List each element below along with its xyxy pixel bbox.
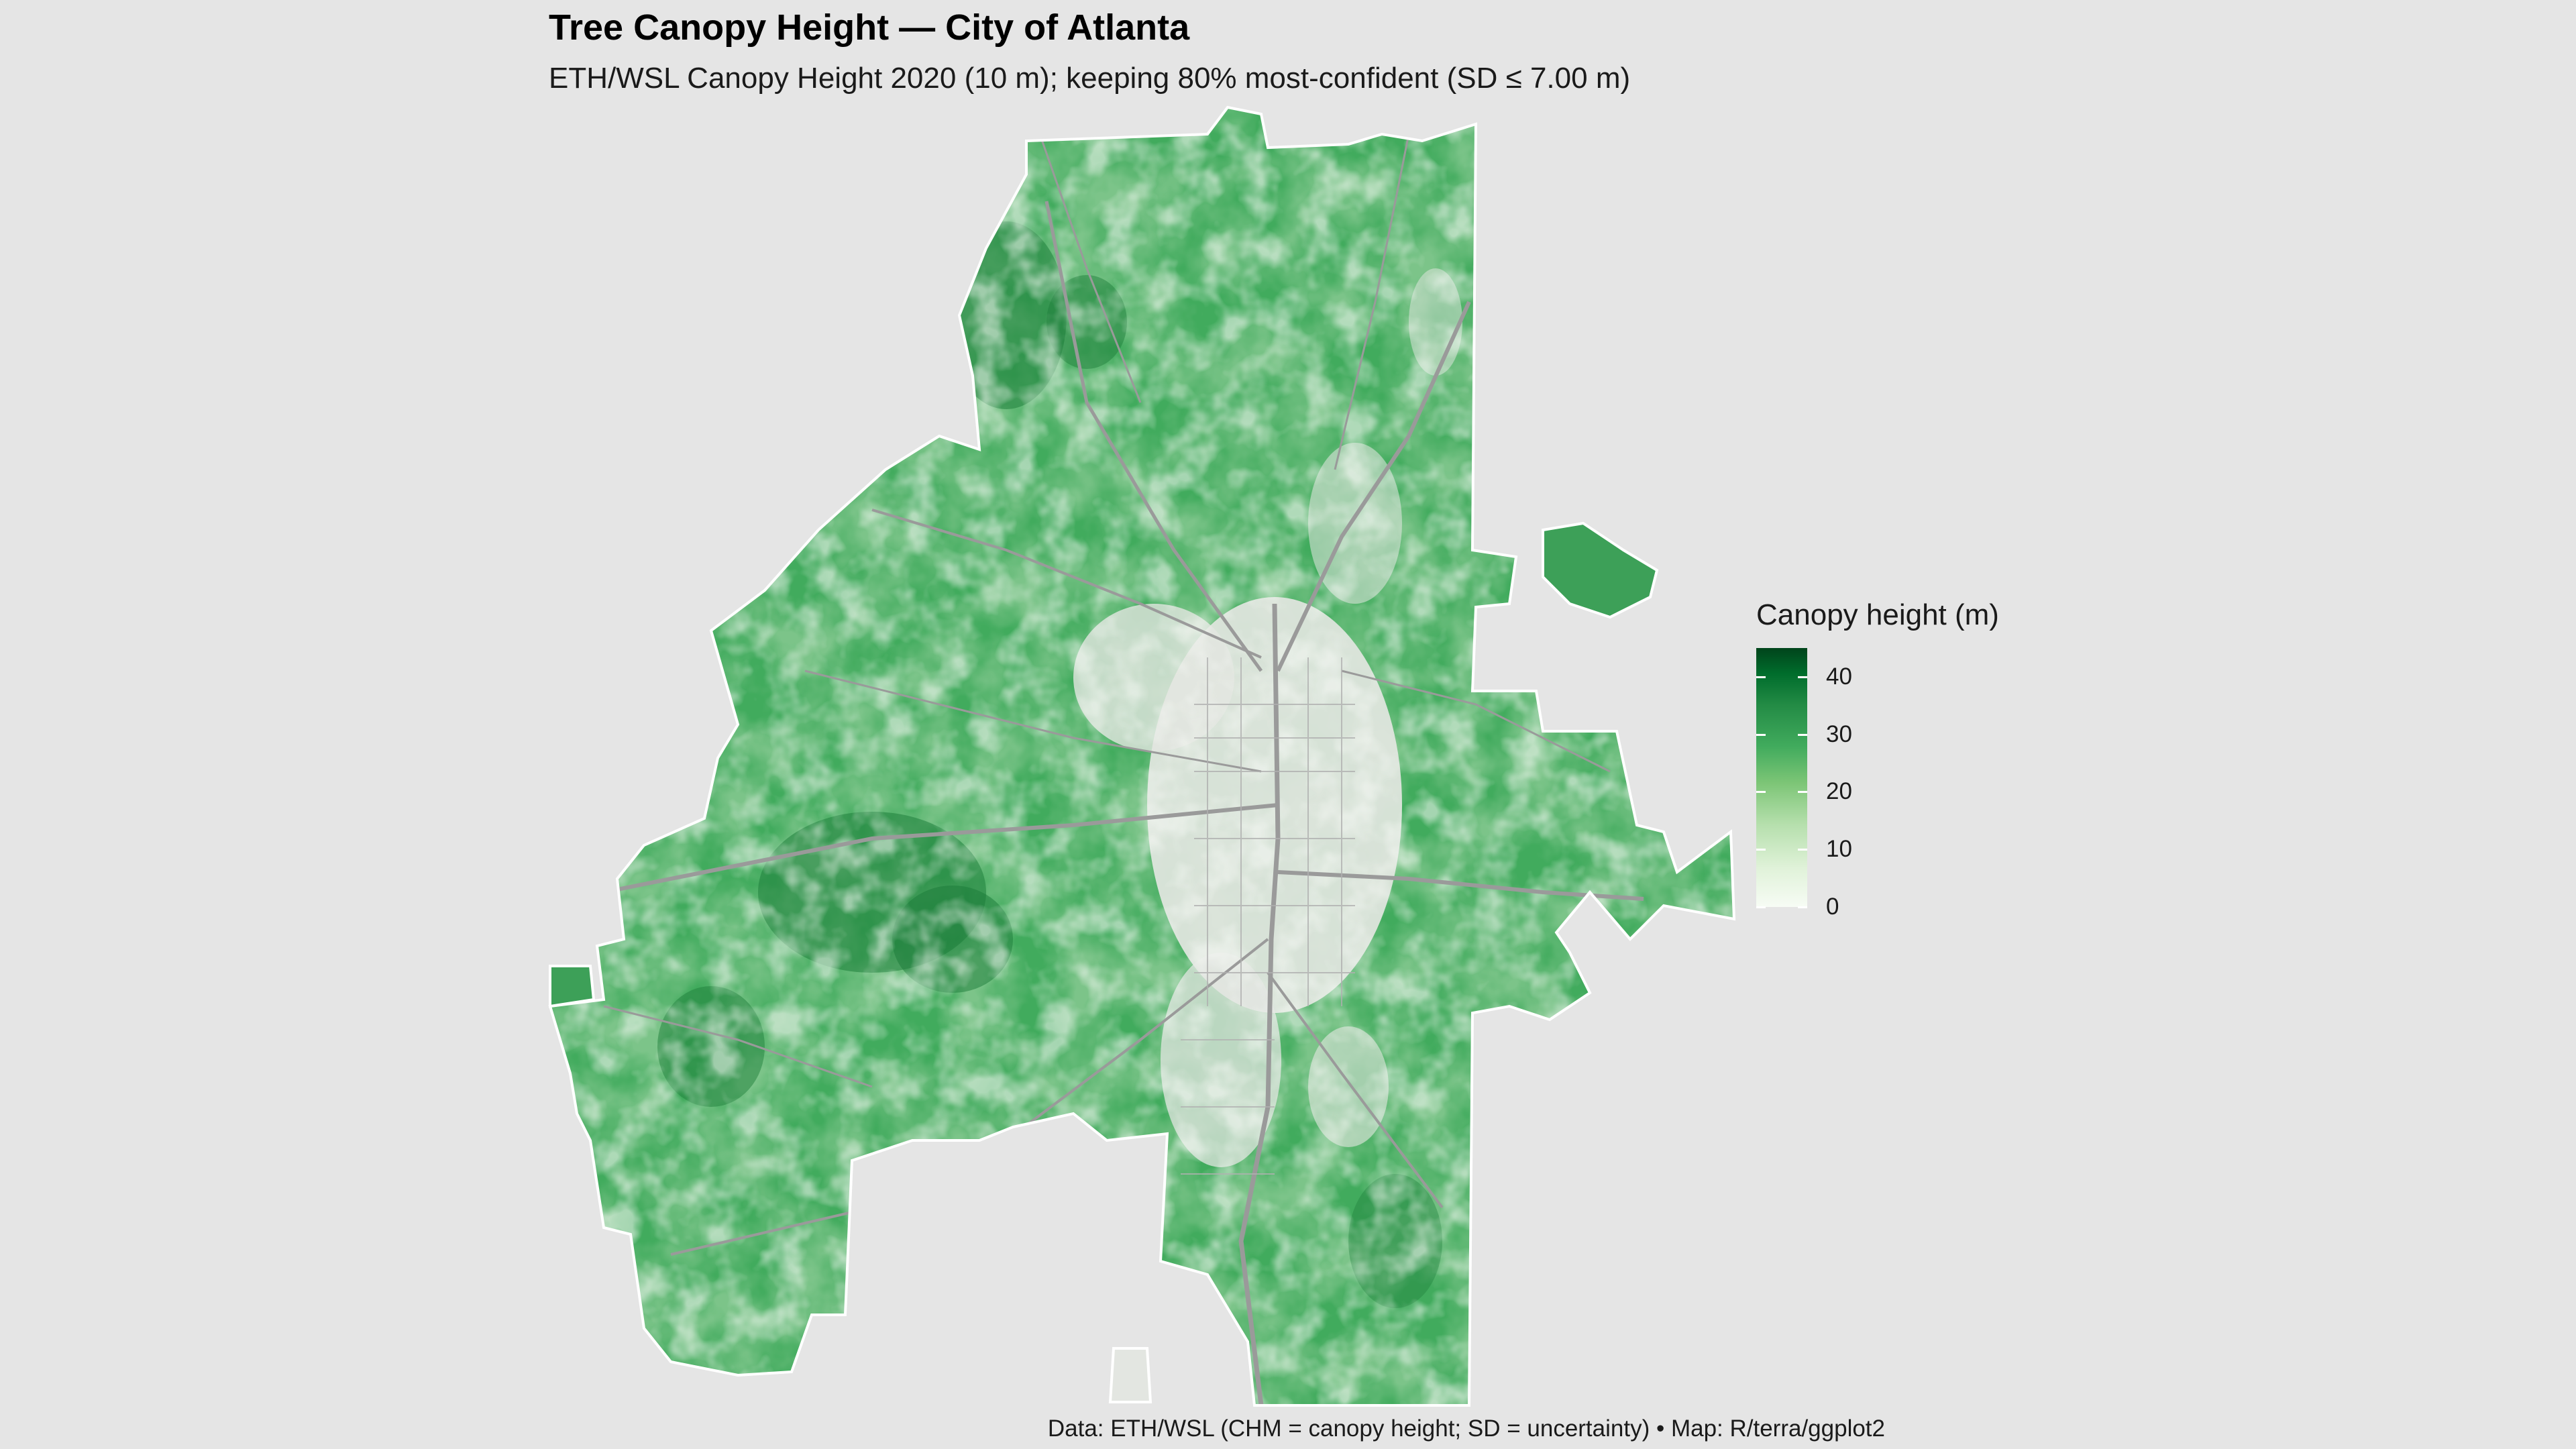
legend-tick-mark bbox=[1756, 676, 1766, 678]
map-title: Tree Canopy Height — City of Atlanta bbox=[549, 7, 1190, 48]
legend-colorbar bbox=[1756, 648, 1807, 907]
legend-tick-mark bbox=[1756, 733, 1766, 736]
map-caption: Data: ETH/WSL (CHM = canopy height; SD =… bbox=[1047, 1415, 1885, 1442]
legend-tick-label: 40 bbox=[1826, 663, 1852, 690]
legend-tick-mark bbox=[1798, 733, 1807, 736]
legend-tick-label: 20 bbox=[1826, 778, 1852, 805]
legend-tick-mark bbox=[1756, 791, 1766, 794]
legend-title: Canopy height (m) bbox=[1756, 598, 1999, 631]
legend-tick-mark bbox=[1756, 906, 1766, 908]
legend-tick-mark bbox=[1798, 676, 1807, 678]
legend-tick-mark bbox=[1798, 906, 1807, 908]
outlying-parcels bbox=[549, 521, 1659, 1403]
legend-tick-mark bbox=[1798, 849, 1807, 851]
legend-tick-mark bbox=[1756, 849, 1766, 851]
legend-tick-label: 30 bbox=[1826, 720, 1852, 747]
legend-tick-label: 0 bbox=[1826, 894, 1839, 920]
legend-tick-label: 10 bbox=[1826, 836, 1852, 863]
map-subtitle: ETH/WSL Canopy Height 2020 (10 m); keepi… bbox=[549, 62, 1631, 95]
legend-tick-mark bbox=[1798, 791, 1807, 794]
road-network bbox=[603, 133, 1644, 1405]
